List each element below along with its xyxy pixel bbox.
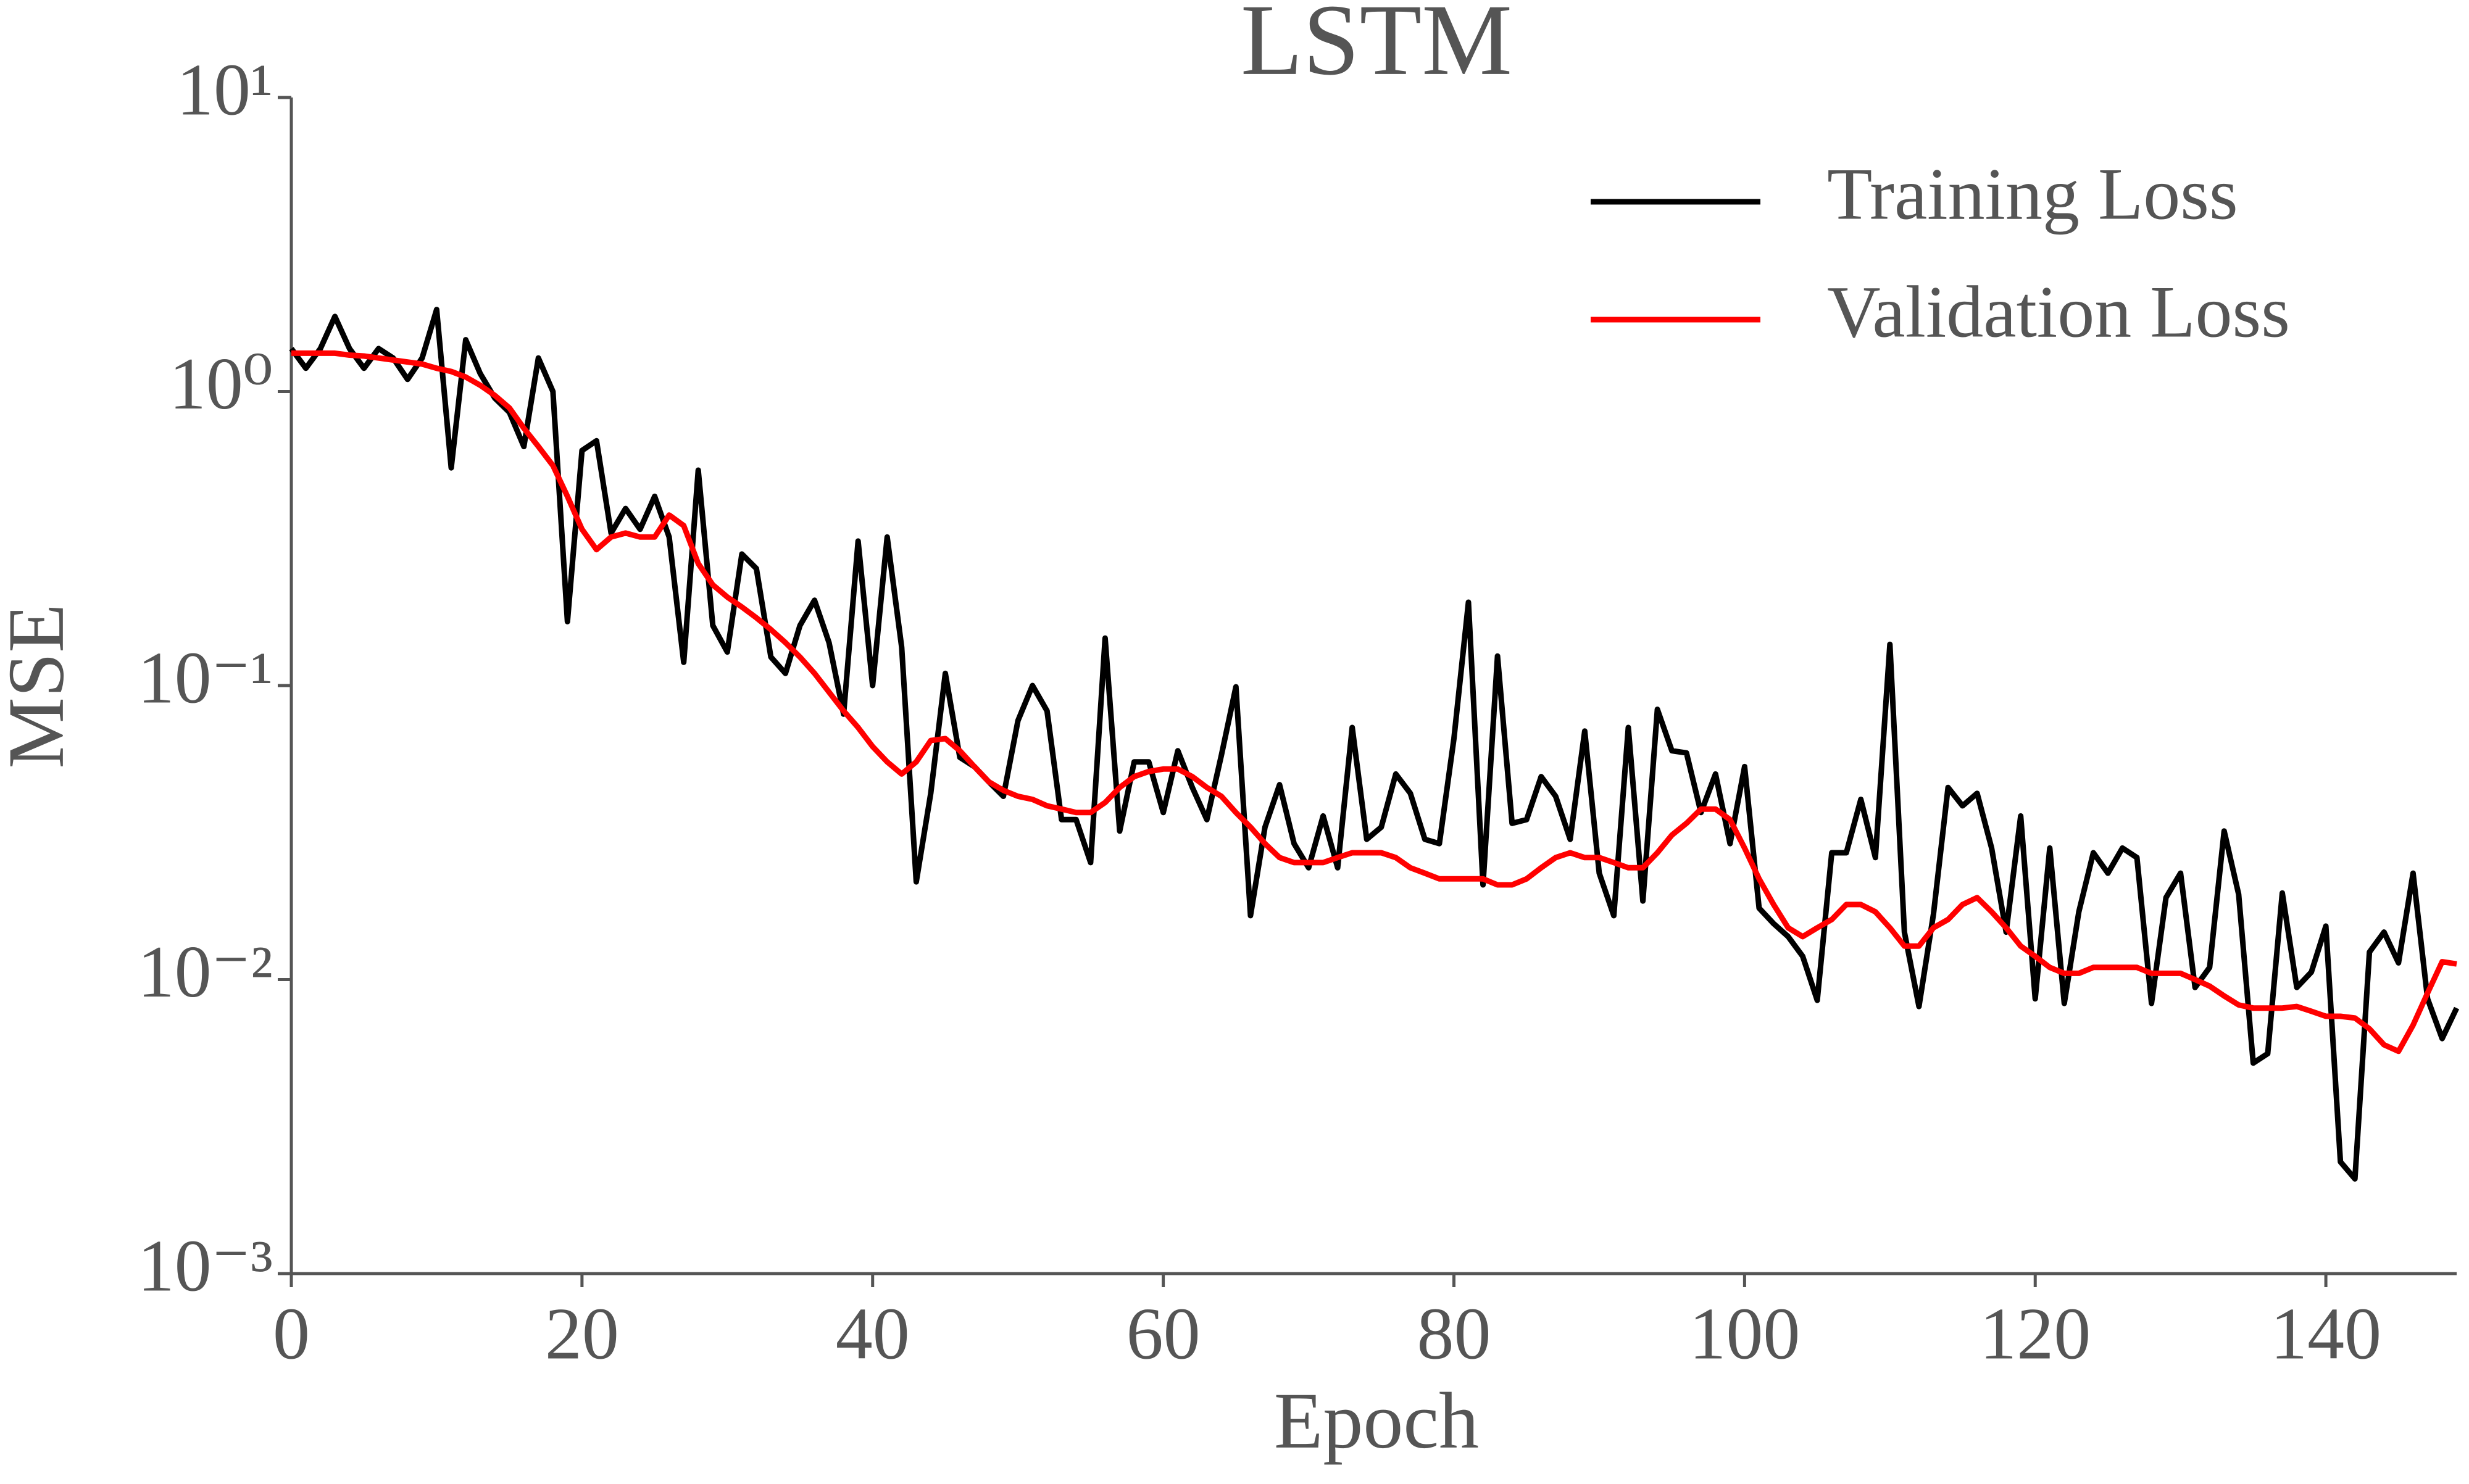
legend-label: Validation Loss: [1827, 271, 2290, 353]
y-tick-label: 10⁻¹: [138, 637, 273, 719]
x-tick-label: 20: [545, 1293, 619, 1375]
y-axis-label: MSE: [0, 603, 81, 768]
series-line: [291, 350, 2457, 1055]
x-tick-label: 120: [1980, 1293, 2091, 1375]
legend-label: Training Loss: [1827, 153, 2238, 235]
chart-title: LSTM: [1241, 0, 1512, 96]
x-tick-label: 100: [1689, 1293, 1800, 1375]
series-line: [289, 307, 2460, 1182]
y-tick-label: 10⁻³: [138, 1225, 273, 1307]
y-tick-label: 10⁰: [169, 342, 273, 425]
x-axis-label: Epoch: [1274, 1377, 1479, 1465]
x-tick-label: 0: [273, 1293, 310, 1375]
y-tick-label: 10¹: [177, 49, 273, 131]
x-tick-label: 60: [1126, 1293, 1201, 1375]
x-tick-label: 140: [2270, 1293, 2381, 1375]
x-tick-label: 80: [1417, 1293, 1491, 1375]
y-tick-label: 10⁻²: [138, 931, 273, 1013]
x-tick-label: 40: [836, 1293, 910, 1375]
